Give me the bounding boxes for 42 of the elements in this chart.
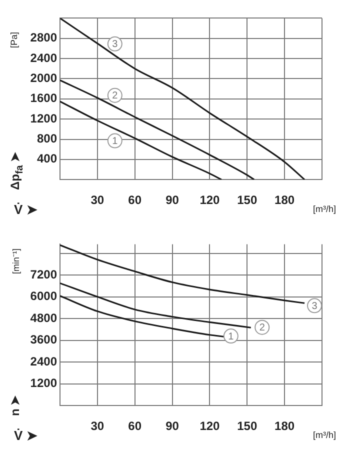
x-tick-label: 150: [237, 193, 258, 208]
y-tick-label: 1600: [30, 91, 58, 106]
x-tick-label: 180: [274, 419, 295, 434]
x-tick-label: 120: [200, 419, 220, 434]
y-tick-label: 400: [36, 152, 58, 166]
x-tick-label: 150: [237, 419, 258, 434]
y-tick-label: 2400: [30, 354, 58, 368]
x-axis-title: V̇ ➤: [14, 428, 38, 443]
x-tick-label: 90: [166, 193, 180, 208]
text: [min⁻¹]: [10, 248, 22, 274]
y-tick-label: 800: [36, 132, 58, 146]
text: [m³/h]: [312, 430, 336, 440]
line-series: [60, 100, 222, 180]
x-tick-label: 30: [90, 193, 104, 208]
annotation: 3: [312, 300, 318, 312]
y-tick-label: 7200: [30, 267, 58, 282]
text: [m³/h]: [312, 204, 336, 214]
x-tick-label: 60: [128, 419, 142, 434]
y-tick-label: 2000: [30, 71, 58, 86]
annotation: 2: [259, 322, 266, 334]
x-tick-label: 90: [166, 419, 180, 434]
annotation: 3: [112, 39, 118, 50]
line-series: [60, 244, 306, 304]
y-tick-label: 2400: [30, 50, 58, 65]
annotation: 1: [112, 136, 118, 148]
text: [Pa]: [9, 32, 19, 48]
y-tick-label: 4800: [30, 310, 58, 325]
line-series: [60, 282, 252, 328]
y-tick-label: 2800: [30, 30, 58, 45]
line-series: [60, 79, 255, 180]
x-tick-label: 30: [90, 419, 104, 434]
y-tick-label: 3600: [30, 332, 58, 347]
y-tick-label: 1200: [30, 376, 58, 390]
x-tick-label: 60: [128, 193, 142, 208]
x-axis-title: V̇ ➤: [14, 202, 38, 217]
annotation: 1: [228, 331, 234, 342]
x-tick-label: 120: [200, 193, 220, 208]
y-axis-title: n ➤: [8, 395, 22, 416]
y-tick-label: 6000: [30, 289, 58, 304]
y-tick-label: 1200: [30, 111, 58, 126]
x-tick-label: 180: [274, 193, 295, 208]
annotation: 2: [112, 90, 118, 102]
